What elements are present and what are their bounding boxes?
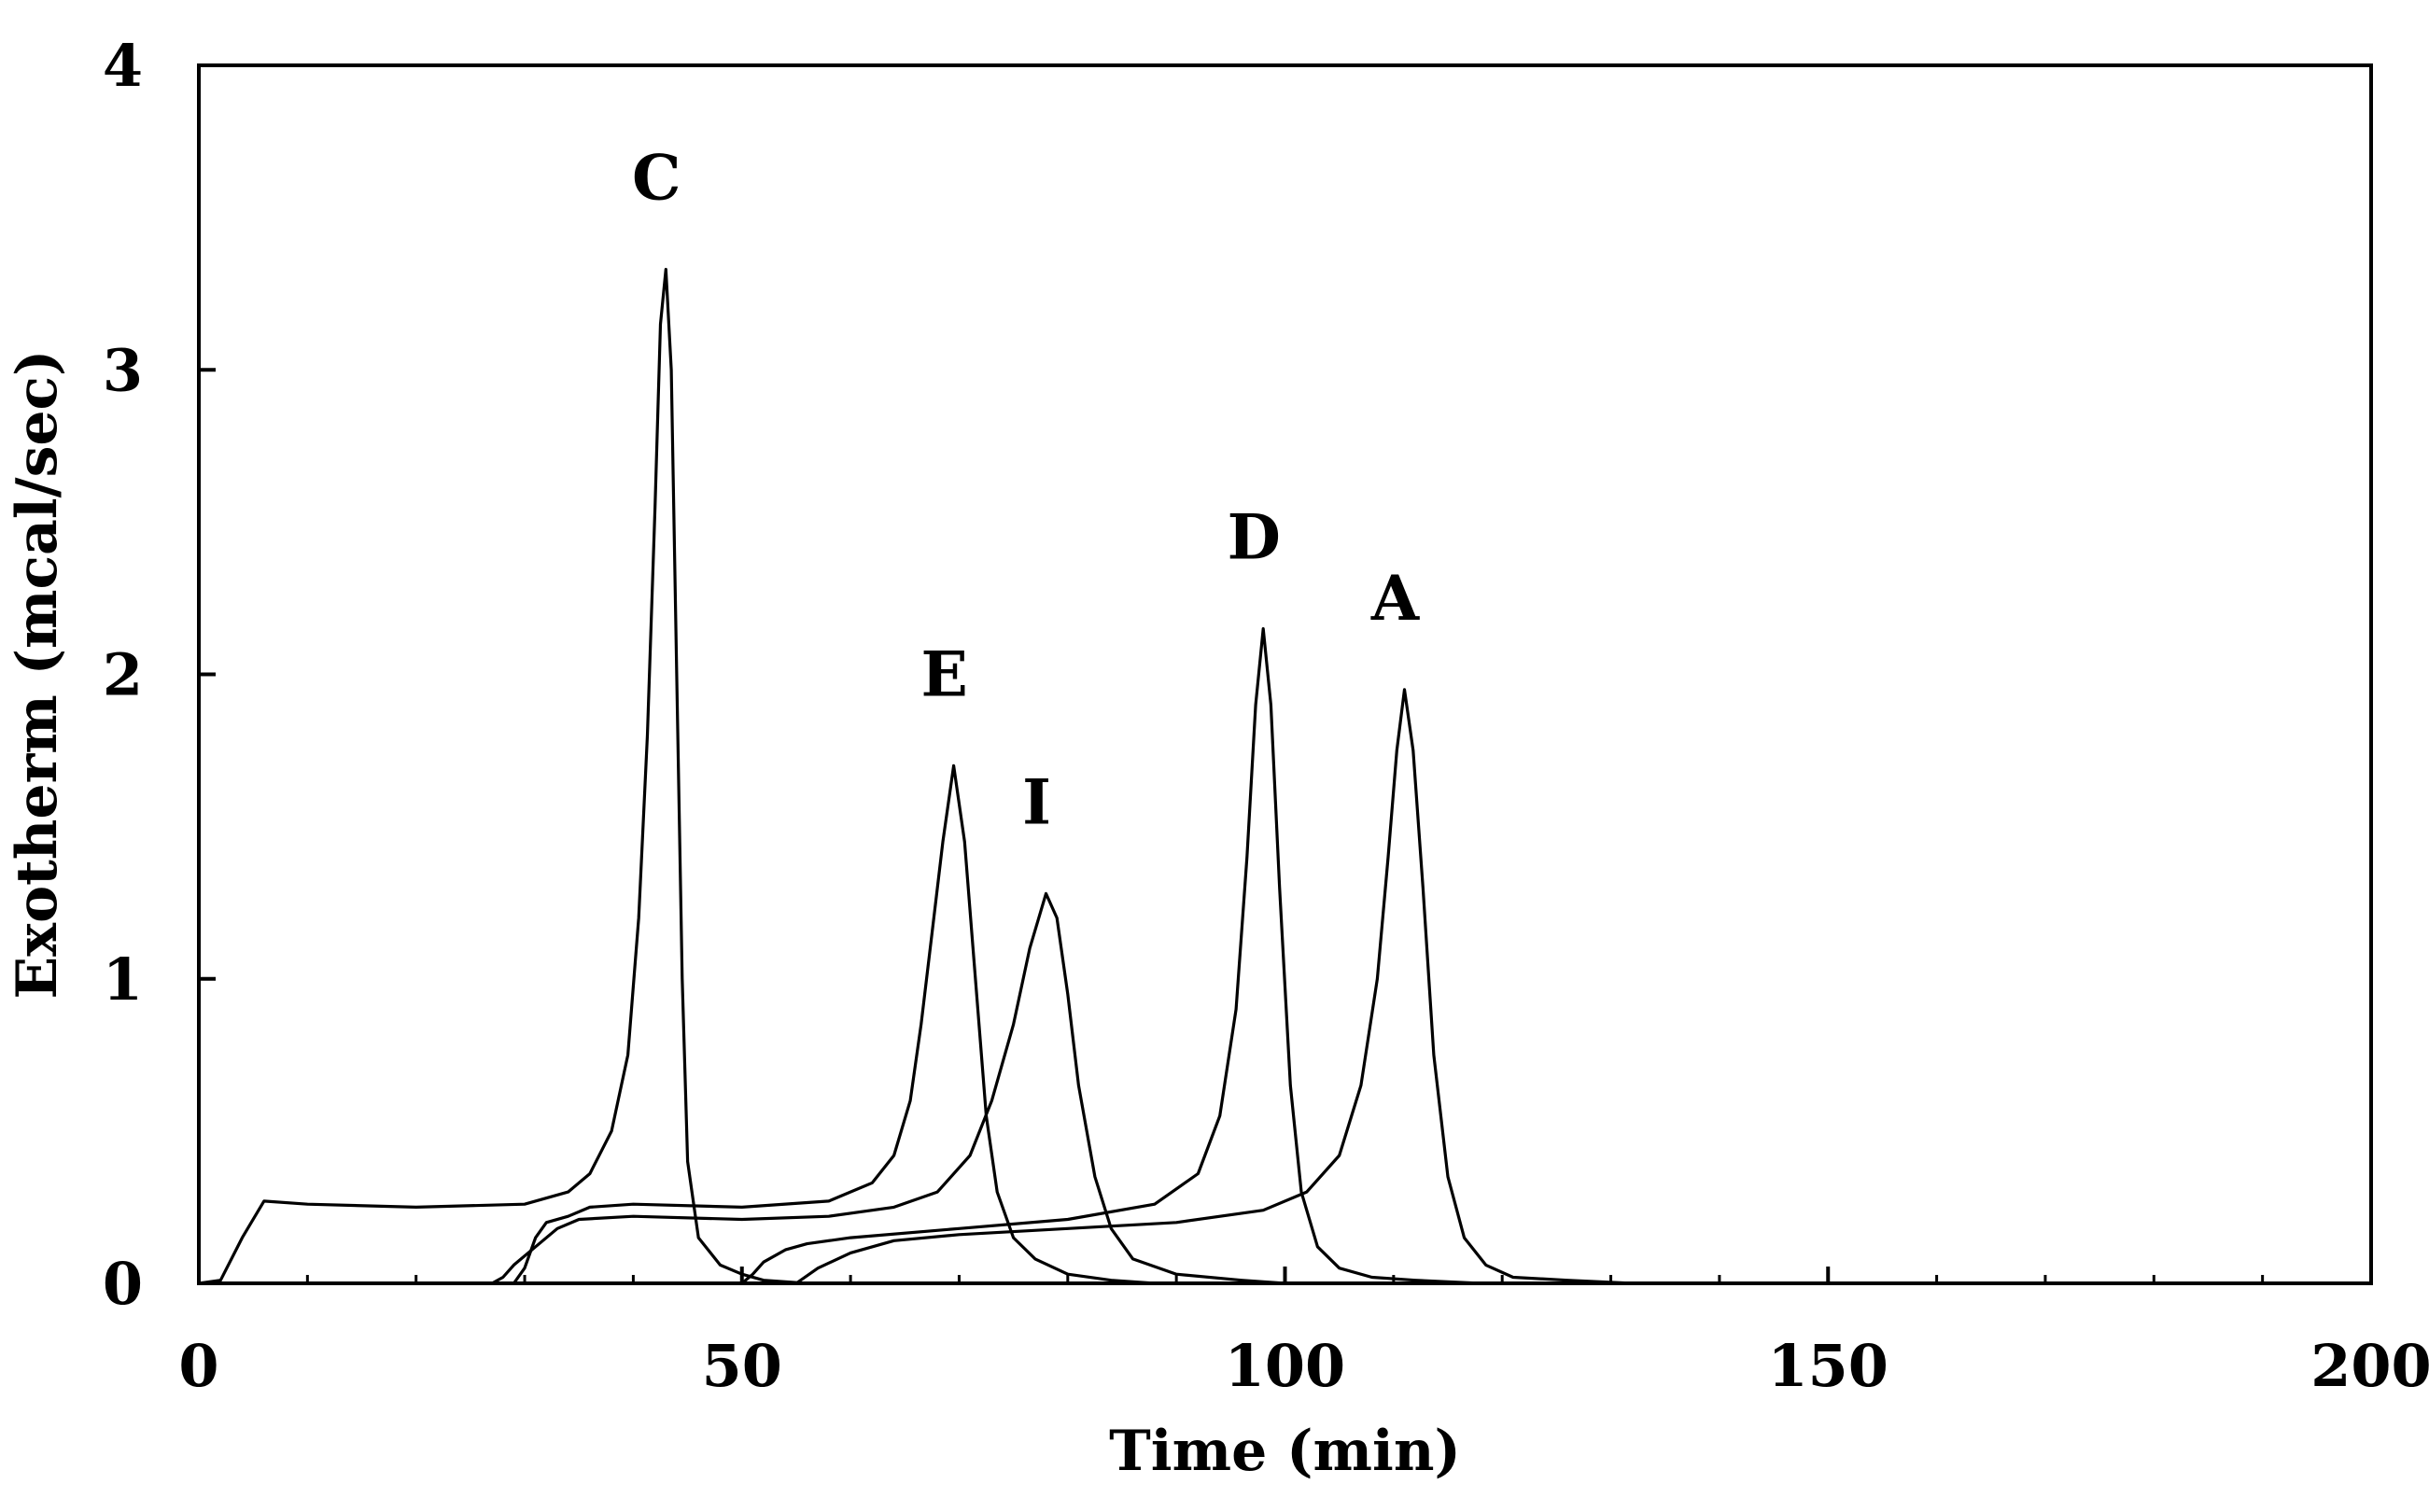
peak-labels: C EI D A — [632, 142, 1420, 839]
x-tick-labels: 0 50 100 150 200 — [178, 1332, 2429, 1400]
series-line-A — [794, 688, 1635, 1285]
series-layer — [197, 268, 1635, 1285]
y-tick-label-3: 3 — [103, 336, 143, 404]
y-tick-label-4: 4 — [103, 32, 143, 100]
peak-label-I: I — [1022, 765, 1051, 838]
x-tick-label-200: 200 — [2310, 1332, 2429, 1400]
x-tick-label-0: 0 — [178, 1332, 218, 1400]
y-axis-title: Exotherm (mcal/sec) — [5, 350, 70, 1000]
y-tick-label-0: 0 — [103, 1250, 143, 1318]
x-tick-label-50: 50 — [702, 1332, 782, 1400]
series-line-E — [512, 763, 1157, 1285]
y-tick-labels: 0 1 2 3 4 — [103, 32, 143, 1318]
series-line-D — [740, 627, 1482, 1285]
peak-label-C: C — [632, 142, 681, 215]
peak-label-E: E — [920, 637, 967, 710]
y-tick-label-1: 1 — [103, 945, 143, 1014]
series-line-I — [490, 891, 1287, 1285]
x-tick-label-150: 150 — [1768, 1332, 1888, 1400]
peak-label-A: A — [1370, 562, 1420, 635]
peak-label-D: D — [1228, 501, 1281, 574]
series-line-C — [197, 268, 809, 1285]
y-tick-label-2: 2 — [103, 641, 143, 709]
x-tick-label-100: 100 — [1225, 1332, 1345, 1400]
x-axis-title: Time (min) — [1109, 1419, 1461, 1484]
